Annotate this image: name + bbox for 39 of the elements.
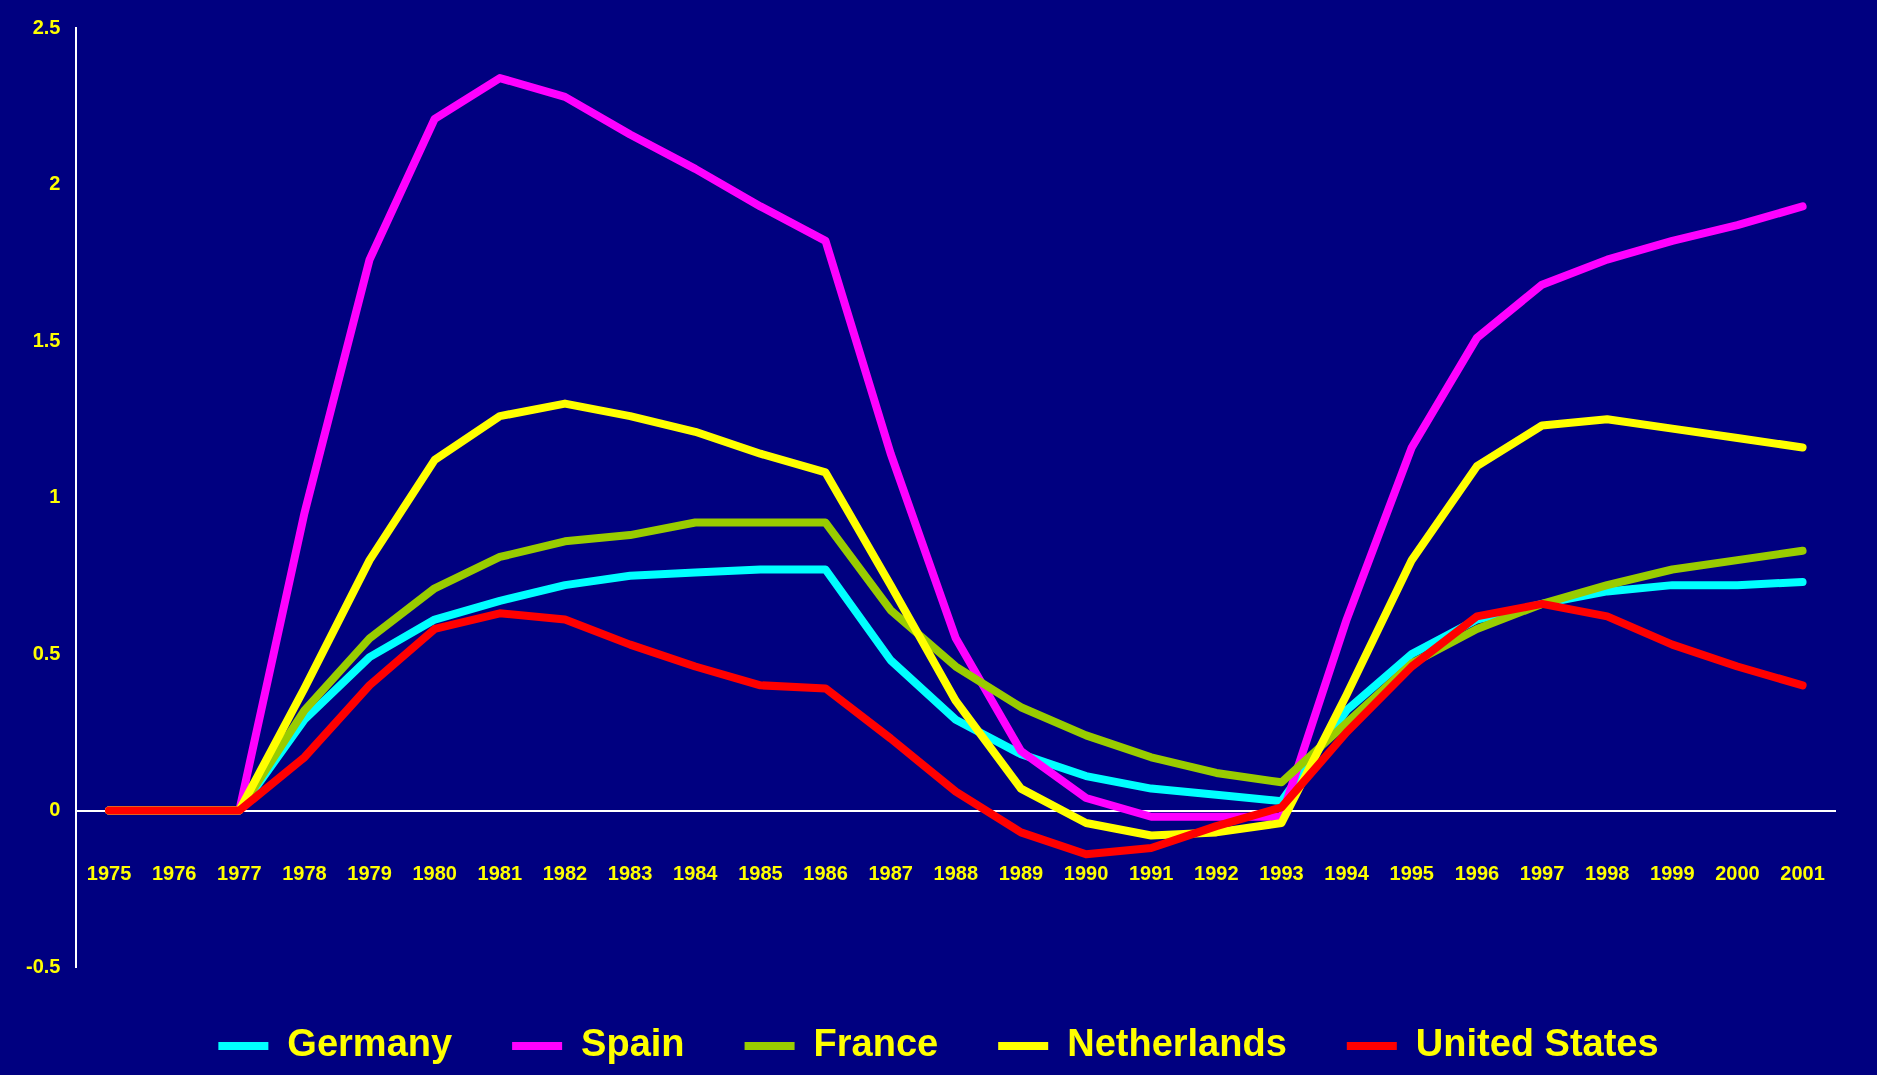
x-tick-label: 1995 xyxy=(1389,862,1434,885)
x-tick-label: 1983 xyxy=(607,862,653,885)
x-tick-label: 1989 xyxy=(998,862,1044,885)
x-tick-label: 1984 xyxy=(673,862,719,885)
x-tick-label: 1991 xyxy=(1128,862,1174,885)
x-tick-label: 1987 xyxy=(868,862,913,885)
x-tick-label: 1981 xyxy=(477,862,523,885)
x-tick-label: 1982 xyxy=(542,862,588,885)
y-tick-label: -0.5 xyxy=(25,954,61,977)
x-tick-label: 1992 xyxy=(1194,862,1239,885)
legend-label: United States xyxy=(1415,1022,1659,1065)
y-tick-label: 2.5 xyxy=(32,15,61,38)
legend-label: France xyxy=(813,1022,939,1065)
x-tick-label: 1985 xyxy=(738,862,783,885)
x-tick-label: 1988 xyxy=(933,862,979,885)
y-tick-label: 0 xyxy=(49,798,61,821)
x-tick-label: 1979 xyxy=(347,862,392,885)
x-tick-label: 1976 xyxy=(151,862,197,885)
legend-label: Germany xyxy=(287,1022,453,1065)
x-tick-label: 1997 xyxy=(1519,862,1565,885)
x-tick-label: 1978 xyxy=(282,862,327,885)
x-tick-label: 1996 xyxy=(1454,862,1500,885)
x-tick-label: 1990 xyxy=(1063,862,1109,885)
x-tick-label: 1998 xyxy=(1584,862,1630,885)
y-tick-label: 0.5 xyxy=(32,641,61,664)
x-tick-label: 1993 xyxy=(1259,862,1304,885)
x-tick-label: 1999 xyxy=(1650,862,1695,885)
y-tick-label: 2 xyxy=(49,172,61,195)
y-tick-label: 1 xyxy=(49,485,61,508)
x-tick-label: 1975 xyxy=(86,862,132,885)
x-tick-label: 1986 xyxy=(803,862,848,885)
x-tick-label: 2001 xyxy=(1780,862,1825,885)
x-tick-label: 2000 xyxy=(1715,862,1760,885)
x-tick-label: 1994 xyxy=(1324,862,1370,885)
x-tick-label: 1980 xyxy=(412,862,457,885)
x-tick-label: 1977 xyxy=(217,862,262,885)
legend-label: Spain xyxy=(581,1022,685,1065)
y-tick-label: 1.5 xyxy=(32,328,61,351)
legend-label: Netherlands xyxy=(1067,1022,1287,1065)
